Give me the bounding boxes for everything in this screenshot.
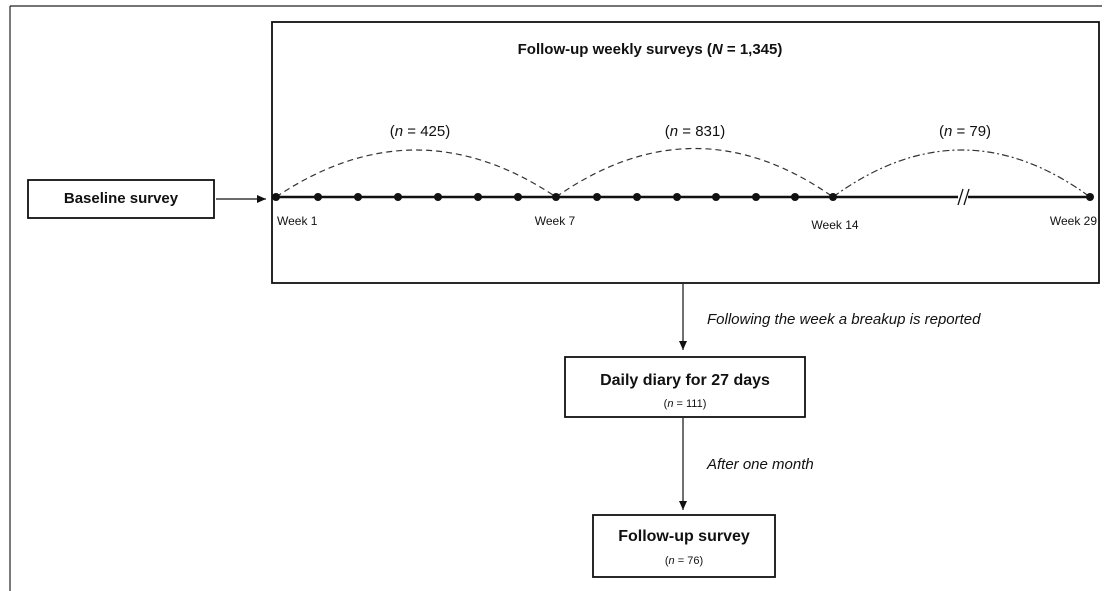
label-part: = 831) xyxy=(678,123,725,140)
label-part: = 79) xyxy=(952,123,991,140)
label-part: n xyxy=(670,123,678,140)
label-part: n xyxy=(944,123,952,140)
title-part: Follow-up weekly surveys ( xyxy=(518,41,712,58)
frame xyxy=(9,5,1102,591)
weekly-title: Follow-up weekly surveys (N = 1,345) xyxy=(518,41,783,58)
week-dots xyxy=(272,193,1094,201)
label-part: ( xyxy=(665,555,669,567)
label-part: n xyxy=(667,398,673,410)
period-label: (n = 425) xyxy=(390,123,450,140)
label-part: = 76) xyxy=(675,555,703,567)
label-part: ( xyxy=(939,123,944,140)
weekly-box xyxy=(271,21,1100,284)
period-label: (n = 79) xyxy=(939,123,991,140)
baseline-label: Baseline survey xyxy=(64,190,179,207)
daily-n: (n = 111) xyxy=(664,398,707,410)
break-mark xyxy=(957,188,970,206)
label-part: = 425) xyxy=(403,123,450,140)
label-part: n xyxy=(669,555,675,567)
label-part: ( xyxy=(390,123,395,140)
title-part: N xyxy=(712,41,724,58)
arrow-label: After one month xyxy=(706,456,814,473)
week-label: Week 29 xyxy=(1050,214,1097,228)
week-label: Week 14 xyxy=(811,218,858,232)
label-part: ( xyxy=(664,398,668,410)
followup-box xyxy=(592,514,776,578)
followup-title: Follow-up survey xyxy=(618,528,750,545)
label-part: ( xyxy=(665,123,670,140)
daily-title: Daily diary for 27 days xyxy=(600,372,770,389)
daily-box xyxy=(564,356,806,418)
period-label: (n = 831) xyxy=(665,123,725,140)
label-part: n xyxy=(395,123,403,140)
label-part: = 111) xyxy=(673,398,706,410)
title-part: = 1,345) xyxy=(723,41,783,58)
followup-n: (n = 76) xyxy=(665,555,703,567)
week-label: Week 7 xyxy=(535,214,576,228)
baseline-box xyxy=(27,179,215,219)
arrow-label: Following the week a breakup is reported xyxy=(707,311,981,328)
week-label: Week 1 xyxy=(277,214,318,228)
arcs xyxy=(275,147,1091,198)
